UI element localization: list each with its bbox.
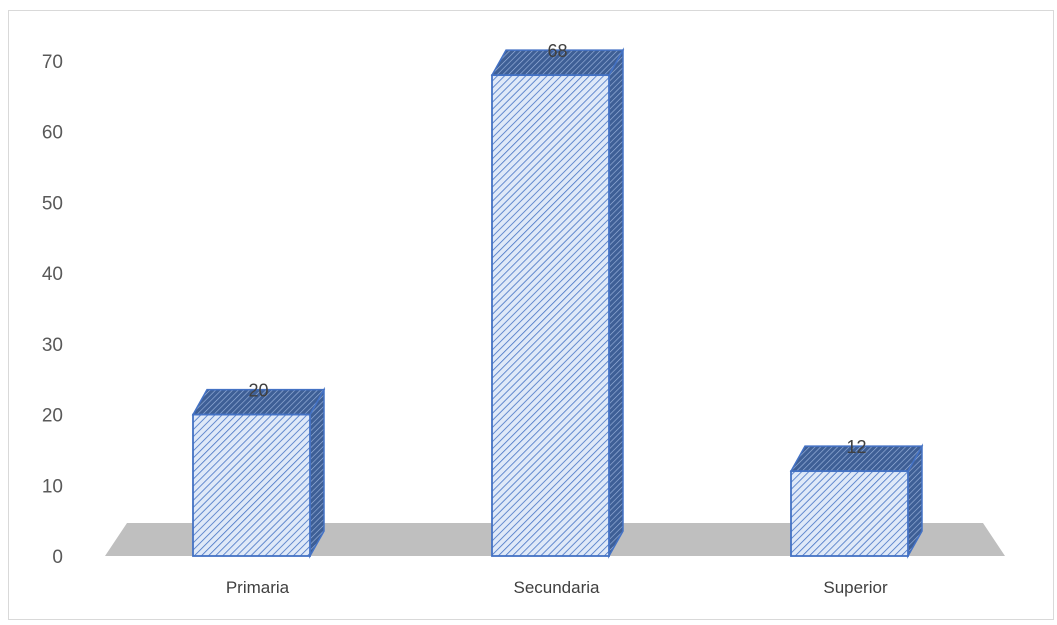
bar-front-face bbox=[491, 74, 610, 557]
bar-secundaria: 68 bbox=[490, 41, 625, 559]
bar-superior: 12 bbox=[789, 437, 924, 559]
data-label: 68 bbox=[547, 41, 567, 61]
bar-primaria: 20 bbox=[191, 381, 326, 559]
bar-front-face bbox=[192, 413, 311, 557]
y-tick-label: 10 bbox=[42, 476, 63, 497]
x-category-label: Secundaria bbox=[513, 578, 600, 597]
y-tick-label: 0 bbox=[52, 547, 63, 568]
y-tick-label: 50 bbox=[42, 193, 63, 214]
x-axis: Primaria Secundaria Superior bbox=[226, 578, 888, 597]
y-tick-label: 30 bbox=[42, 335, 63, 356]
y-tick-label: 60 bbox=[42, 123, 63, 144]
x-category-label: Superior bbox=[823, 578, 888, 597]
bar-front-face bbox=[790, 470, 909, 557]
y-tick-label: 40 bbox=[42, 264, 63, 285]
data-label: 20 bbox=[248, 381, 268, 401]
bar-side-face bbox=[309, 386, 325, 559]
bar-side-face bbox=[608, 47, 624, 559]
y-tick-label: 20 bbox=[42, 406, 63, 427]
bars: 20 68 12 bbox=[191, 41, 924, 559]
x-category-label: Primaria bbox=[226, 578, 290, 597]
data-label: 12 bbox=[846, 437, 866, 457]
y-tick-label: 70 bbox=[42, 52, 63, 73]
y-axis: 0 10 20 30 40 50 60 70 bbox=[42, 52, 63, 568]
